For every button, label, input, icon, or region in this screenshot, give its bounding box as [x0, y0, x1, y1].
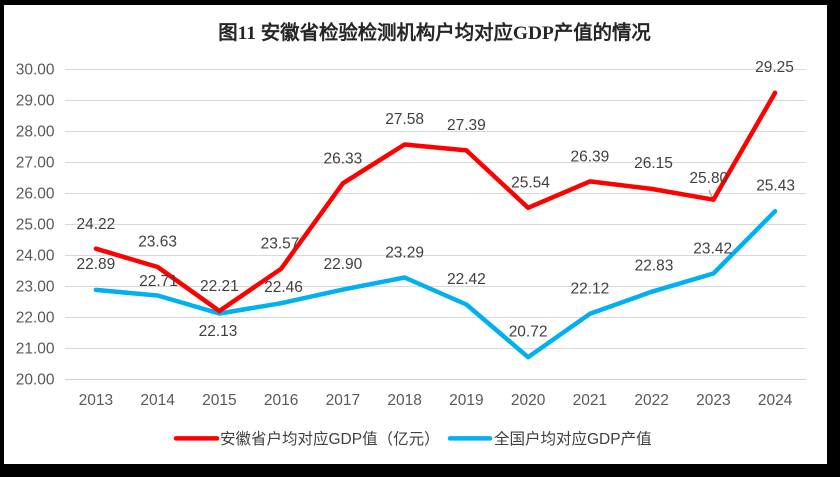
svg-text:2023: 2023 — [696, 392, 730, 409]
svg-text:29.25: 29.25 — [755, 59, 794, 76]
svg-text:2015: 2015 — [202, 392, 236, 409]
svg-text:23.42: 23.42 — [693, 240, 732, 257]
svg-text:安徽省户均对应GDP值（亿元）: 安徽省户均对应GDP值（亿元） — [220, 429, 440, 448]
svg-text:2017: 2017 — [326, 392, 360, 409]
svg-text:22.42: 22.42 — [447, 271, 486, 288]
svg-text:22.13: 22.13 — [199, 323, 238, 340]
svg-text:20.72: 20.72 — [509, 323, 548, 340]
svg-text:30.00: 30.00 — [16, 62, 55, 79]
svg-text:27.39: 27.39 — [447, 117, 486, 134]
svg-text:29.00: 29.00 — [16, 93, 55, 110]
svg-text:27.58: 27.58 — [385, 111, 424, 128]
svg-text:24.22: 24.22 — [77, 216, 116, 233]
svg-text:全国户均对应GDP产值: 全国户均对应GDP产值 — [494, 429, 652, 448]
svg-text:23.57: 23.57 — [261, 236, 300, 253]
svg-text:22.89: 22.89 — [77, 256, 116, 273]
svg-text:23.00: 23.00 — [16, 279, 55, 296]
svg-text:2018: 2018 — [387, 392, 421, 409]
svg-text:24.00: 24.00 — [16, 248, 55, 265]
svg-text:26.39: 26.39 — [571, 149, 610, 166]
svg-text:26.00: 26.00 — [16, 186, 55, 203]
svg-text:2016: 2016 — [264, 392, 298, 409]
svg-text:2020: 2020 — [511, 392, 546, 409]
svg-text:25.00: 25.00 — [16, 217, 55, 234]
svg-text:2022: 2022 — [634, 392, 668, 409]
svg-text:21.00: 21.00 — [16, 341, 55, 358]
svg-text:22.00: 22.00 — [16, 310, 55, 327]
svg-text:图11 安徽省检验检测机构户均对应GDP产值的情况: 图11 安徽省检验检测机构户均对应GDP产值的情况 — [218, 21, 651, 44]
svg-text:22.12: 22.12 — [571, 281, 610, 298]
svg-text:22.71: 22.71 — [139, 273, 178, 290]
svg-text:20.00: 20.00 — [16, 372, 55, 389]
svg-text:2014: 2014 — [140, 392, 175, 409]
svg-text:23.63: 23.63 — [138, 234, 177, 251]
svg-text:22.46: 22.46 — [264, 279, 303, 296]
svg-text:2013: 2013 — [79, 392, 113, 409]
svg-text:25.80: 25.80 — [689, 170, 728, 187]
svg-text:22.83: 22.83 — [635, 257, 674, 274]
svg-text:2019: 2019 — [449, 392, 483, 409]
svg-text:23.29: 23.29 — [385, 245, 424, 262]
svg-text:28.00: 28.00 — [16, 124, 55, 141]
svg-text:26.33: 26.33 — [324, 151, 363, 168]
svg-text:22.21: 22.21 — [200, 278, 239, 295]
svg-text:26.15: 26.15 — [634, 155, 673, 172]
svg-text:25.54: 25.54 — [511, 175, 550, 192]
svg-text:2021: 2021 — [573, 392, 607, 409]
svg-text:25.43: 25.43 — [756, 177, 795, 194]
svg-text:27.00: 27.00 — [16, 155, 55, 172]
svg-text:2024: 2024 — [758, 392, 793, 409]
svg-text:22.90: 22.90 — [324, 256, 363, 273]
